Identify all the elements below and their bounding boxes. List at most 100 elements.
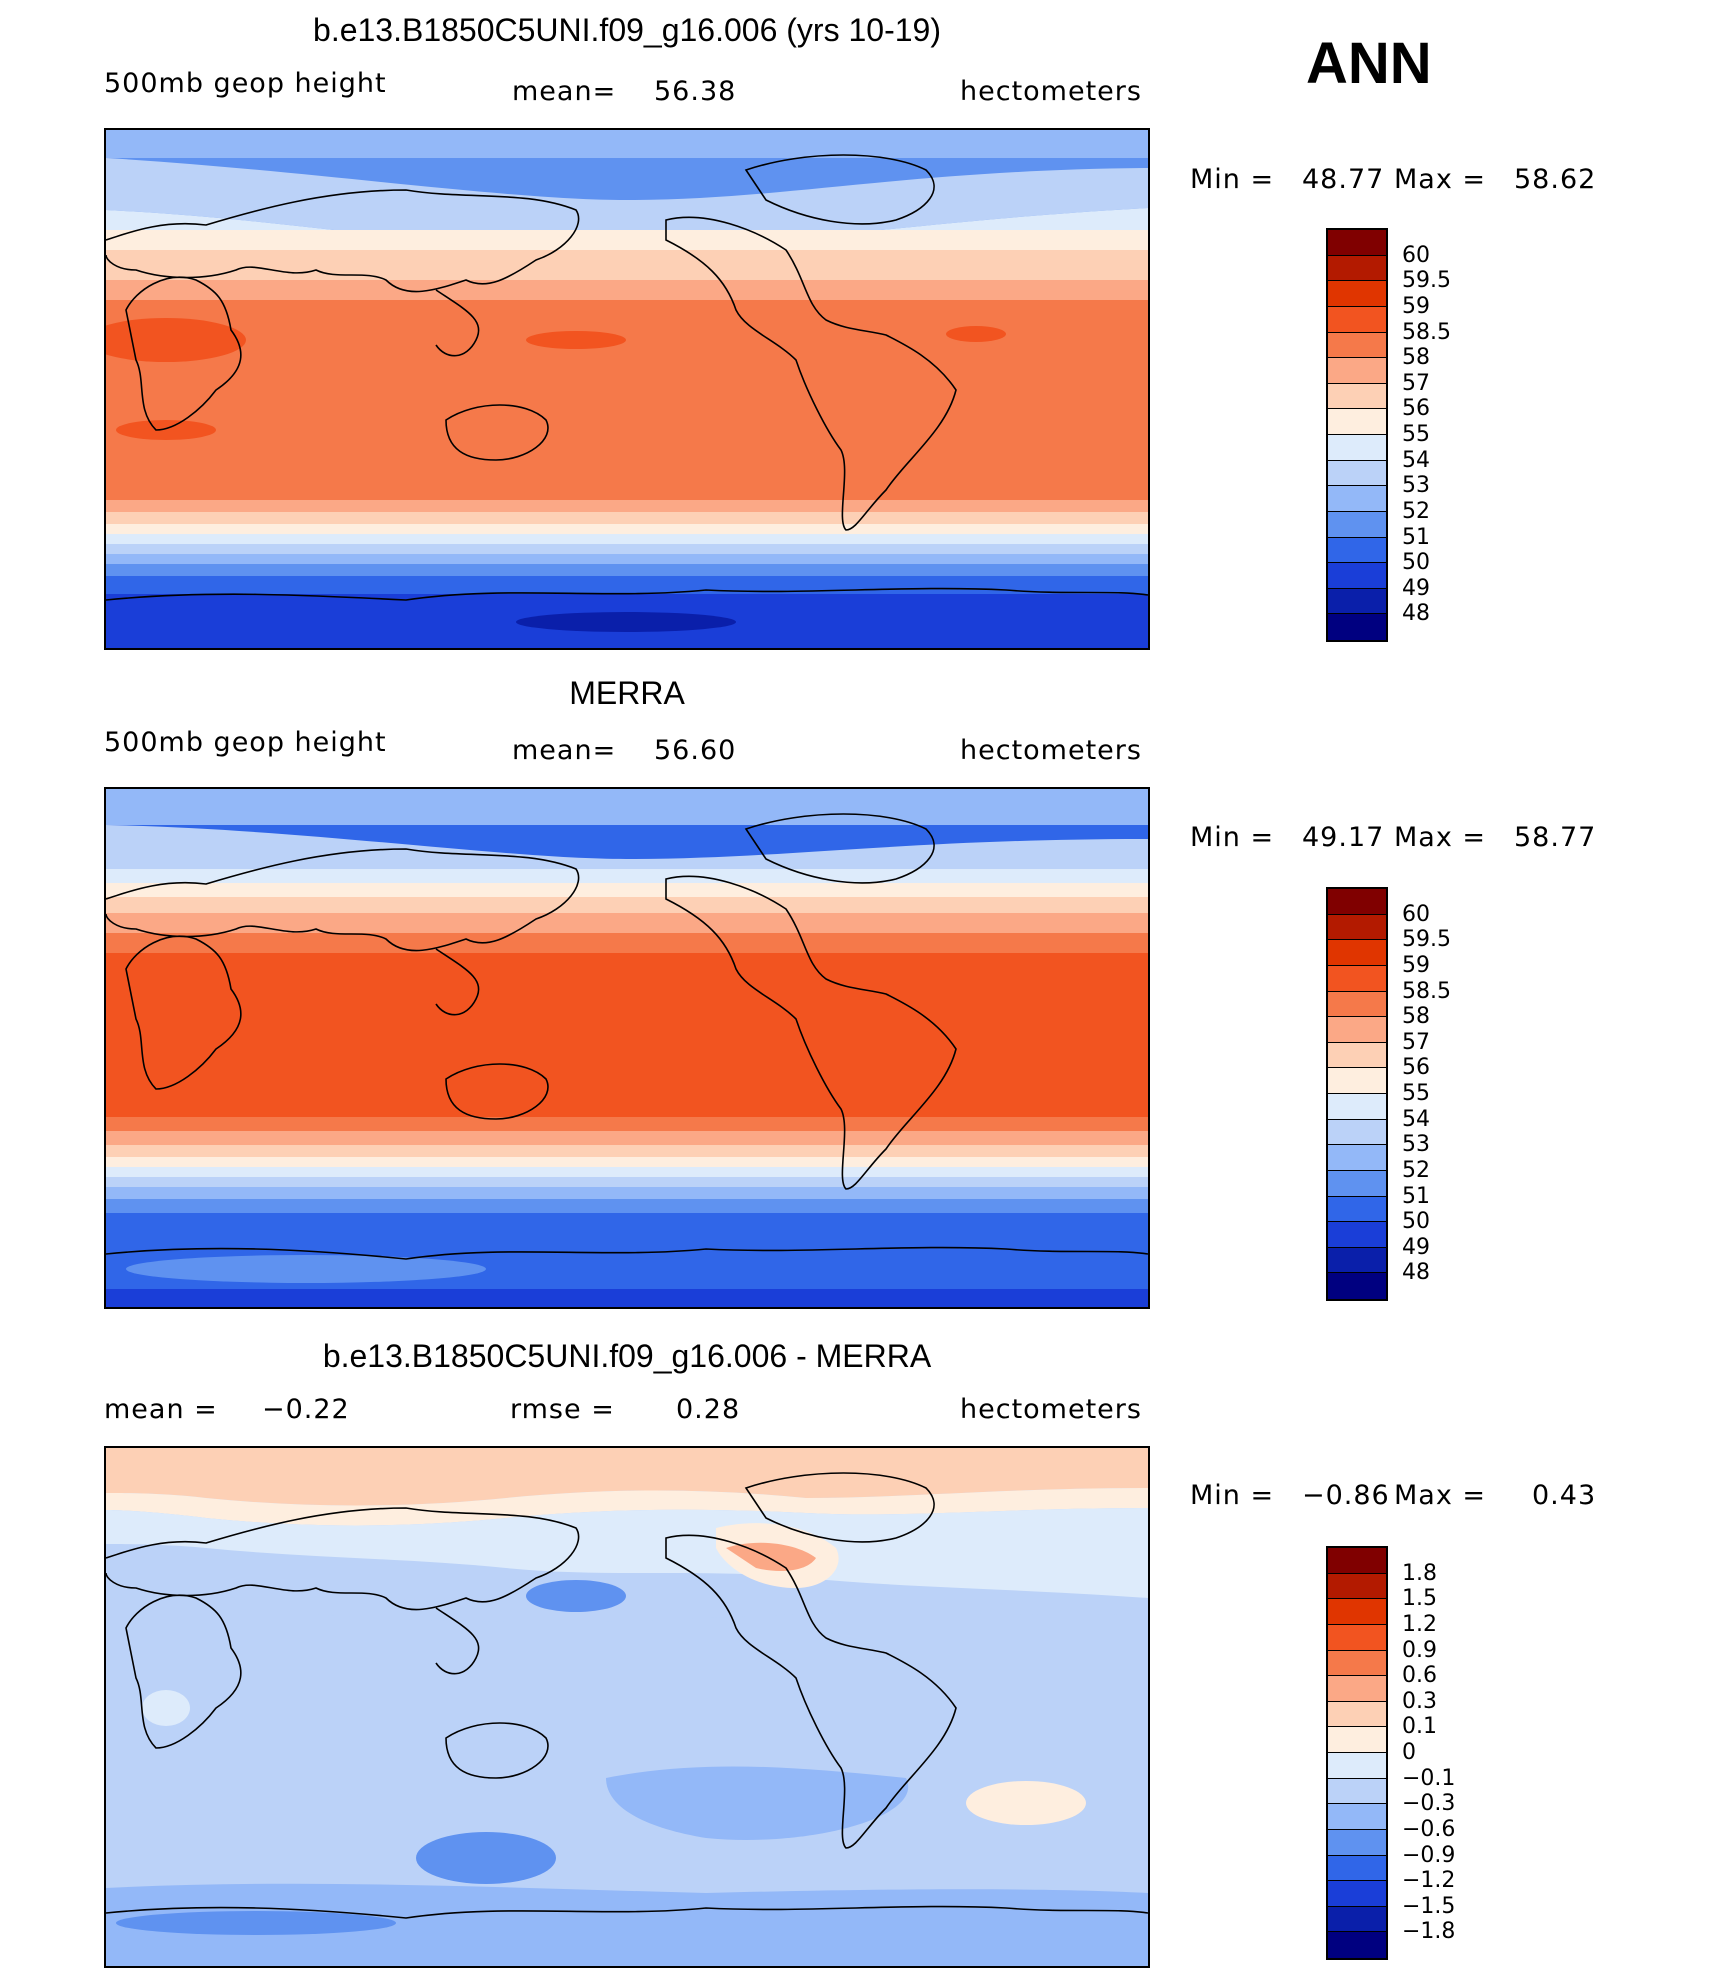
panel2-min-label: Min =: [1190, 822, 1275, 853]
colorbar-tick-label: 0.9: [1402, 1637, 1437, 1663]
colorbar-swatch: [1328, 409, 1386, 435]
colorbar-tick-label: 50: [1402, 550, 1430, 576]
colorbar-tick-label: 53: [1402, 1132, 1430, 1158]
panel3-max-label: Max =: [1394, 1480, 1487, 1511]
colorbar-swatch: [1328, 306, 1386, 333]
colorbar-tick-label: 58.5: [1402, 978, 1451, 1004]
colorbar-tick-label: 0.1: [1402, 1714, 1437, 1740]
colorbar-tick-label: 52: [1402, 498, 1430, 524]
colorbar-tick-label: 50: [1402, 1209, 1430, 1235]
colorbar-swatch: [1328, 1573, 1386, 1600]
colorbar-tick-label: −1.2: [1402, 1868, 1456, 1894]
colorbar-tick-label: 49: [1402, 1234, 1430, 1260]
panel2-map: [104, 787, 1150, 1309]
colorbar-swatch: [1328, 1624, 1386, 1651]
colorbar-swatch: [1328, 1042, 1386, 1069]
colorbar-tick-label: 54: [1402, 1106, 1430, 1132]
panel3-min-value: −0.86: [1302, 1480, 1390, 1511]
colorbar-swatch: [1328, 965, 1386, 992]
panel1-mean-label: mean=: [512, 76, 617, 107]
panel1-variable: 500mb geop height: [104, 68, 387, 99]
colorbar-swatch: [1328, 1068, 1386, 1094]
colorbar-swatch: [1328, 1599, 1386, 1625]
colorbar-tick-label: 54: [1402, 447, 1430, 473]
colorbar-tick-label: 51: [1402, 1183, 1430, 1209]
colorbar-tick-label: −0.6: [1402, 1816, 1456, 1842]
colorbar-swatch: [1328, 511, 1386, 538]
colorbar-swatch: [1328, 914, 1386, 941]
panel3-mean-value: −0.22: [262, 1394, 350, 1425]
colorbar-tick-label: 58.5: [1402, 319, 1451, 345]
panel1-mean-value: 56.38: [654, 76, 737, 107]
colorbar-swatch: [1328, 255, 1386, 282]
colorbar-tick-label: 0.6: [1402, 1663, 1437, 1689]
panel3-units: hectometers: [960, 1394, 1142, 1425]
panel3-map: [104, 1446, 1150, 1968]
panel3-colorbar: [1326, 1546, 1388, 1960]
colorbar-tick-label: 58: [1402, 345, 1430, 371]
colorbar-swatch: [1328, 1119, 1386, 1146]
colorbar-swatch: [1328, 486, 1386, 512]
colorbar-swatch: [1328, 614, 1386, 640]
colorbar-tick-label: 60: [1402, 901, 1430, 927]
colorbar-swatch: [1328, 1932, 1386, 1958]
colorbar-tick-label: 57: [1402, 1029, 1430, 1055]
panel2-max-label: Max =: [1394, 822, 1487, 853]
colorbar-tick-label: 53: [1402, 473, 1430, 499]
colorbar-tick-label: 60: [1402, 242, 1430, 268]
colorbar-tick-label: −0.9: [1402, 1842, 1456, 1868]
colorbar-tick-label: 0.3: [1402, 1688, 1437, 1714]
panel1-colorbar: [1326, 228, 1388, 642]
panel3-max-value: 0.43: [1532, 1480, 1597, 1511]
colorbar-swatch: [1328, 1727, 1386, 1753]
colorbar-tick-label: 59: [1402, 952, 1430, 978]
colorbar-swatch: [1328, 1273, 1386, 1299]
colorbar-tick-label: 58: [1402, 1004, 1430, 1030]
colorbar-swatch: [1328, 1701, 1386, 1728]
colorbar-tick-label: 1.8: [1402, 1560, 1437, 1586]
colorbar-tick-label: 55: [1402, 1081, 1430, 1106]
colorbar-swatch: [1328, 537, 1386, 564]
colorbar-swatch: [1328, 1906, 1386, 1933]
colorbar-swatch: [1328, 1170, 1386, 1197]
colorbar-tick-label: 51: [1402, 524, 1430, 550]
panel1-min-value: 48.77: [1302, 164, 1385, 195]
colorbar-swatch: [1328, 435, 1386, 461]
season-label: ANN: [1306, 31, 1432, 96]
colorbar-tick-label: 1.5: [1402, 1586, 1437, 1612]
colorbar-swatch: [1328, 1778, 1386, 1805]
colorbar-tick-label: 59.5: [1402, 927, 1451, 953]
colorbar-swatch: [1328, 1247, 1386, 1274]
colorbar-swatch: [1328, 1676, 1386, 1702]
panel1-max-value: 58.62: [1514, 164, 1597, 195]
colorbar-tick-label: 52: [1402, 1157, 1430, 1183]
colorbar-swatch: [1328, 1650, 1386, 1677]
panel2-min-value: 49.17: [1302, 822, 1385, 853]
colorbar-swatch: [1328, 1881, 1386, 1907]
panel3-rmse-value: 0.28: [676, 1394, 741, 1425]
panel3-rmse-label: rmse =: [510, 1394, 615, 1425]
colorbar-swatch: [1328, 383, 1386, 410]
colorbar-tick-label: −1.8: [1402, 1919, 1456, 1945]
colorbar-swatch: [1328, 230, 1386, 256]
colorbar-tick-label: 1.2: [1402, 1611, 1437, 1637]
colorbar-tick-label: −0.1: [1402, 1765, 1456, 1791]
colorbar-tick-label: 59.5: [1402, 268, 1451, 294]
panel2-title: MERRA: [569, 675, 685, 711]
panel1-min-label: Min =: [1190, 164, 1275, 195]
colorbar-swatch: [1328, 1804, 1386, 1830]
colorbar-swatch: [1328, 281, 1386, 307]
colorbar-swatch: [1328, 1829, 1386, 1856]
panel3-min-label: Min =: [1190, 1480, 1275, 1511]
colorbar-swatch: [1328, 1094, 1386, 1120]
colorbar-swatch: [1328, 358, 1386, 384]
panel2-variable: 500mb geop height: [104, 727, 387, 758]
colorbar-swatch: [1328, 1753, 1386, 1779]
colorbar-tick-label: −0.3: [1402, 1791, 1456, 1817]
panel2-units: hectometers: [960, 735, 1142, 766]
colorbar-tick-label: 56: [1402, 396, 1430, 422]
colorbar-swatch: [1328, 460, 1386, 487]
colorbar-swatch: [1328, 1145, 1386, 1171]
colorbar-swatch: [1328, 1017, 1386, 1043]
colorbar-tick-label: 48: [1402, 601, 1430, 627]
